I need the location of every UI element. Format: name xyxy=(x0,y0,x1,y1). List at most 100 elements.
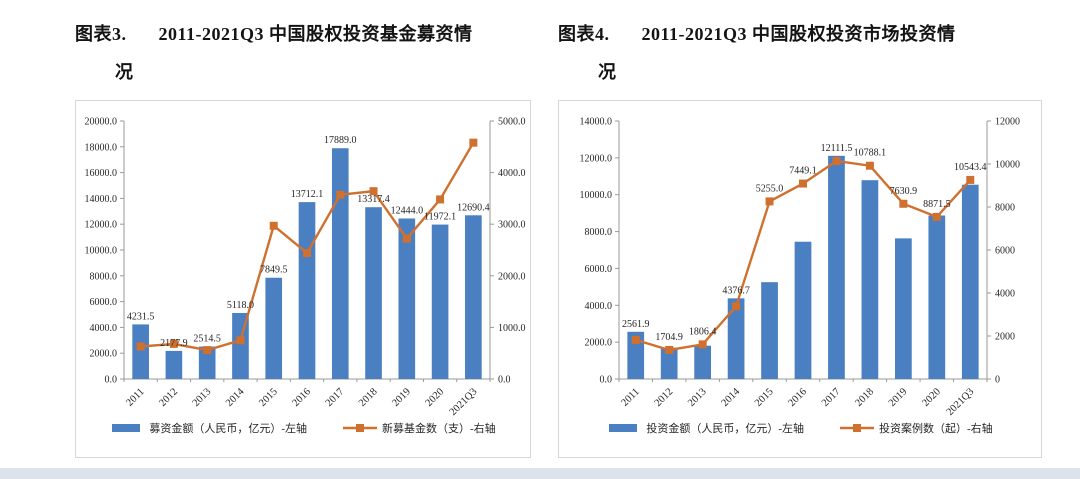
figure-3-legend: 募资金额（人民币，亿元）-左轴 新募基金数（支）-右轴 xyxy=(76,420,530,436)
svg-text:2016: 2016 xyxy=(786,386,809,409)
svg-text:14000.0: 14000.0 xyxy=(580,117,613,128)
svg-text:10788.1: 10788.1 xyxy=(854,148,887,159)
svg-text:2012: 2012 xyxy=(653,386,676,409)
svg-text:6000.0: 6000.0 xyxy=(90,297,118,308)
bar-swatch-icon xyxy=(112,424,141,432)
svg-text:10543.4: 10543.4 xyxy=(954,162,987,173)
svg-text:4376.7: 4376.7 xyxy=(722,285,750,296)
svg-text:2177.9: 2177.9 xyxy=(160,338,188,349)
svg-text:14000.0: 14000.0 xyxy=(85,194,118,205)
svg-text:5255.0: 5255.0 xyxy=(756,183,784,194)
svg-text:2514.5: 2514.5 xyxy=(193,334,221,345)
line-marker-swatch-icon xyxy=(343,424,377,432)
svg-text:10000: 10000 xyxy=(995,160,1020,171)
axes: 0.0 2000.0 4000.0 6000.0 8000.0 10000.0 12000.… xyxy=(85,117,526,386)
svg-text:7630.9: 7630.9 xyxy=(890,186,918,197)
svg-text:12111.5: 12111.5 xyxy=(821,143,853,154)
svg-text:16000.0: 16000.0 xyxy=(85,168,118,179)
svg-text:12444.0: 12444.0 xyxy=(391,205,424,216)
svg-text:4000.0: 4000.0 xyxy=(90,323,118,334)
svg-text:2017: 2017 xyxy=(820,386,843,409)
svg-text:20000.0: 20000.0 xyxy=(85,117,118,128)
legend-item-label: 募资金额（人民币，亿元）-左轴 xyxy=(149,423,307,435)
svg-text:2018: 2018 xyxy=(853,386,876,409)
page-bottom-strip xyxy=(0,468,1080,479)
figure-4-title-text: 2011-2021Q3 中国股权投资市场投资情 xyxy=(641,24,956,44)
legend-item-label: 投资金额（人民币，亿元）-左轴 xyxy=(646,423,804,435)
bar-data-labels: 2561.9 1704.9 1806.4 4376.7 5255.0 7449.1 1211… xyxy=(622,143,987,343)
svg-text:8000: 8000 xyxy=(995,203,1015,214)
figure-3-label: 图表3. xyxy=(75,24,127,44)
legend-item-bar: 募资金额（人民币，亿元）-左轴 xyxy=(110,420,307,436)
figure-3-title-text: 2011-2021Q3 中国股权投资基金募资情 xyxy=(158,24,473,44)
svg-text:0.0: 0.0 xyxy=(498,375,511,386)
svg-text:8000.0: 8000.0 xyxy=(90,271,118,282)
svg-text:1806.4: 1806.4 xyxy=(689,326,717,337)
svg-text:7849.5: 7849.5 xyxy=(260,265,288,276)
figure-4: 图表4. 2011-2021Q3 中国股权投资市场投资情 况 0.0 2000.0… xyxy=(558,20,1044,458)
svg-text:7449.1: 7449.1 xyxy=(789,166,817,177)
svg-text:2019: 2019 xyxy=(390,386,413,409)
svg-text:13317.4: 13317.4 xyxy=(357,194,390,205)
svg-text:6000: 6000 xyxy=(995,246,1015,257)
svg-text:2015: 2015 xyxy=(753,386,776,409)
svg-text:1704.9: 1704.9 xyxy=(655,332,683,343)
svg-text:4000.0: 4000.0 xyxy=(498,168,526,179)
axes: 0.0 2000.0 4000.0 6000.0 8000.0 10000.0 12000.… xyxy=(580,117,1021,386)
svg-text:13712.1: 13712.1 xyxy=(291,189,324,200)
svg-text:2000: 2000 xyxy=(995,332,1015,343)
svg-text:2019: 2019 xyxy=(887,386,910,409)
svg-text:0.0: 0.0 xyxy=(600,375,613,386)
svg-text:2020: 2020 xyxy=(424,386,447,409)
svg-text:2020: 2020 xyxy=(920,386,943,409)
figure-3-chart-canvas: 0.0 2000.0 4000.0 6000.0 8000.0 10000.0 12000.… xyxy=(85,117,526,419)
svg-text:4000.0: 4000.0 xyxy=(585,301,613,312)
legend-item-label: 新募基金数（支）-右轴 xyxy=(382,423,496,435)
svg-text:18000.0: 18000.0 xyxy=(85,142,118,153)
svg-text:8000.0: 8000.0 xyxy=(585,227,613,238)
bar-data-labels: 4231.5 2177.9 2514.5 5118.0 7849.5 13712.1 178… xyxy=(127,135,490,349)
figure-4-chart-box: 0.0 2000.0 4000.0 6000.0 8000.0 10000.0 12000.… xyxy=(558,100,1042,458)
figure-4-legend: 投资金额（人民币，亿元）-左轴 投资案例数（起）-右轴 xyxy=(559,420,1041,436)
svg-text:5118.0: 5118.0 xyxy=(227,300,254,311)
svg-text:12000.0: 12000.0 xyxy=(580,153,613,164)
svg-text:0.0: 0.0 xyxy=(105,375,118,386)
svg-text:2015: 2015 xyxy=(257,386,280,409)
legend-item-label: 投资案例数（起）-右轴 xyxy=(879,423,993,435)
svg-text:3000.0: 3000.0 xyxy=(498,220,526,231)
svg-text:2013: 2013 xyxy=(686,386,709,409)
svg-text:2013: 2013 xyxy=(191,386,214,409)
figure-4-title: 图表4. 2011-2021Q3 中国股权投资市场投资情 况 xyxy=(558,20,1044,84)
svg-text:12000.0: 12000.0 xyxy=(85,220,118,231)
figure-4-chart-canvas: 0.0 2000.0 4000.0 6000.0 8000.0 10000.0 12000.… xyxy=(580,117,1021,419)
figure-3-chart-box: 0.0 2000.0 4000.0 6000.0 8000.0 10000.0 12000.… xyxy=(75,100,531,458)
svg-text:2018: 2018 xyxy=(357,386,380,409)
figure-3: 图表3. 2011-2021Q3 中国股权投资基金募资情 况 0.0 2000.0… xyxy=(75,20,533,458)
svg-text:2016: 2016 xyxy=(290,386,313,409)
line-series xyxy=(631,156,975,354)
svg-text:2017: 2017 xyxy=(324,386,347,409)
figure-4-title-wrap: 况 xyxy=(598,62,617,82)
svg-text:2014: 2014 xyxy=(224,386,247,409)
x-axis-labels: 2011 2012 2013 2014 2015 2016 2017 2018 2019 2020… xyxy=(619,386,976,418)
x-axis-labels: 2011 2012 2013 2014 2015 2016 2017 2018 2019 2020… xyxy=(124,386,479,418)
figure-4-label: 图表4. xyxy=(558,24,610,44)
svg-text:2000.0: 2000.0 xyxy=(90,349,118,360)
bar-series xyxy=(627,155,979,379)
svg-text:2012: 2012 xyxy=(157,386,180,409)
svg-text:0: 0 xyxy=(995,375,1000,386)
svg-text:2014: 2014 xyxy=(720,386,743,409)
svg-text:6000.0: 6000.0 xyxy=(585,264,613,275)
legend-item-line: 投资案例数（起）-右轴 xyxy=(840,420,993,436)
svg-text:2021Q3: 2021Q3 xyxy=(448,386,480,418)
svg-text:2011: 2011 xyxy=(124,386,146,408)
figure-3-title-wrap: 况 xyxy=(115,62,134,82)
line-marker-swatch-icon xyxy=(840,424,874,432)
svg-text:17889.0: 17889.0 xyxy=(324,135,357,146)
svg-text:5000.0: 5000.0 xyxy=(498,117,526,128)
svg-text:12000: 12000 xyxy=(995,117,1020,128)
svg-text:4000: 4000 xyxy=(995,289,1015,300)
svg-text:10000.0: 10000.0 xyxy=(580,190,613,201)
svg-text:2011: 2011 xyxy=(619,386,641,408)
